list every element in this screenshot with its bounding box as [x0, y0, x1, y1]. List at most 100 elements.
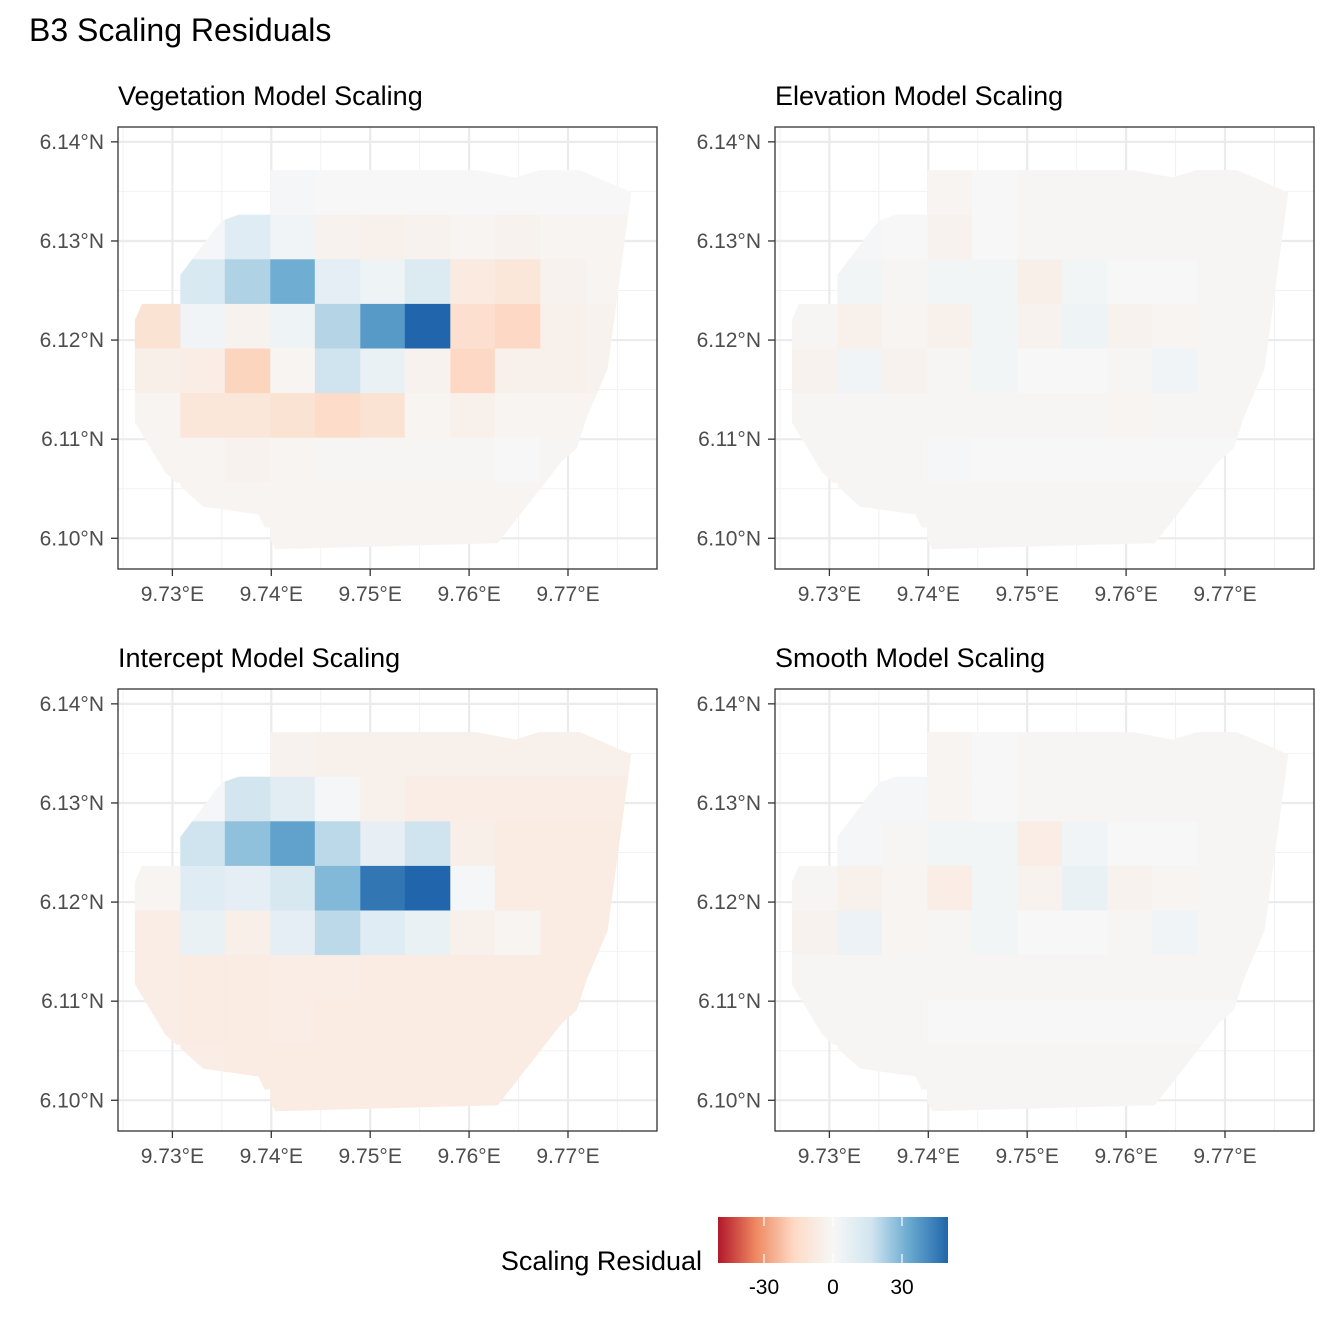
heatmap-cell — [971, 170, 1018, 216]
heatmap-cell — [134, 955, 181, 1001]
heatmap-cell — [314, 303, 361, 350]
heatmap-cell — [1107, 393, 1154, 439]
heatmap-cell — [224, 437, 271, 483]
heatmap-cell — [971, 821, 1018, 867]
heatmap-cell — [360, 955, 407, 1001]
heatmap-cell — [881, 348, 928, 394]
heatmap-cell — [494, 348, 541, 394]
heatmap-cell — [494, 955, 541, 1001]
heatmap-cell — [314, 999, 361, 1045]
y-tick-label: 6.10°N — [40, 1089, 104, 1112]
heatmap-cell — [1061, 526, 1108, 550]
heatmap-cell — [1107, 437, 1154, 483]
heatmap-cell — [927, 170, 974, 216]
heatmap-cell — [1017, 214, 1064, 260]
heatmap-cell — [494, 732, 541, 778]
heatmap-cell — [404, 821, 451, 867]
heatmap-cell — [450, 303, 497, 350]
heatmap-cell — [134, 910, 181, 956]
heatmap-cell — [540, 393, 587, 439]
heatmap-cell — [881, 999, 928, 1045]
heatmap-cell — [450, 393, 497, 439]
heatmap-cell — [314, 1044, 361, 1090]
heatmap-cell — [404, 1044, 451, 1090]
heatmap-cell — [270, 1044, 317, 1090]
heatmap-cell — [971, 999, 1018, 1045]
heatmap-cell — [1151, 821, 1198, 867]
legend: Scaling Residual -30 0 30 — [501, 1217, 948, 1299]
heatmap-cell — [1061, 1088, 1108, 1112]
heatmap-cell — [494, 437, 541, 483]
heatmap-cell — [1107, 999, 1154, 1045]
x-tick-label: 9.76°E — [437, 583, 500, 606]
y-tick-label: 6.13°N — [40, 230, 104, 253]
heatmap-cell — [404, 732, 451, 778]
heatmap-cell — [1061, 732, 1108, 778]
heatmap-cells — [791, 170, 1289, 550]
legend-tick-label: -30 — [749, 1276, 779, 1299]
heatmap-cell — [224, 910, 271, 956]
heatmap-cell — [1017, 865, 1064, 912]
heatmap-cell — [1017, 1088, 1064, 1112]
heatmap-cell — [360, 776, 407, 822]
y-tick-label: 6.11°N — [698, 990, 761, 1013]
heatmap-cell — [450, 1044, 497, 1090]
heatmap-cell — [1061, 999, 1108, 1045]
panel-border — [774, 688, 1315, 1132]
heatmap-cell — [270, 393, 317, 439]
heatmap-cell — [180, 303, 227, 350]
heatmap-cell — [927, 482, 974, 528]
heatmap-cell — [1107, 955, 1154, 1001]
heatmap-cell — [1061, 437, 1108, 483]
heatmap-cell — [791, 348, 838, 394]
heatmap-cell — [540, 776, 587, 822]
panel-2: Elevation Model Scaling 9.73°E 9.74°E 9.75°… — [697, 81, 1315, 606]
heatmap-cell — [1107, 303, 1154, 350]
heatmap-cell — [881, 259, 928, 305]
heatmap-cell — [404, 999, 451, 1045]
heatmap-cell — [971, 214, 1018, 260]
heatmap-cell — [927, 865, 974, 912]
heatmap-cell — [971, 393, 1018, 439]
heatmap-cell — [1017, 393, 1064, 439]
heatmap-cell — [1151, 348, 1198, 394]
heatmap-cell — [971, 526, 1018, 550]
heatmap-cell — [404, 910, 451, 956]
x-tick-label: 9.77°E — [1193, 583, 1256, 606]
heatmap-cell — [1107, 482, 1154, 528]
panel-1: Vegetation Model Scaling 9.73°E 9.74°E 9.75… — [40, 81, 658, 606]
figure-title: B3 Scaling Residuals — [29, 12, 331, 48]
y-tick-label: 6.10°N — [697, 527, 761, 550]
heatmap-cell — [927, 393, 974, 439]
heatmap-cell — [1061, 214, 1108, 260]
heatmap-cell — [1017, 303, 1064, 350]
heatmap-cell — [1017, 955, 1064, 1001]
heatmap-cell — [224, 214, 271, 260]
heatmap-cell — [1197, 821, 1244, 867]
x-tick-label: 9.76°E — [1094, 583, 1157, 606]
heatmap-cell — [1197, 910, 1244, 956]
x-tick-label: 9.73°E — [798, 583, 861, 606]
heatmap-cell — [927, 1088, 974, 1112]
heatmap-cell — [1107, 821, 1154, 867]
legend-title: Scaling Residual — [501, 1246, 702, 1276]
heatmap-cell — [360, 1088, 407, 1112]
heatmap-cell — [837, 955, 884, 1001]
legend-tick-label: 0 — [827, 1276, 839, 1299]
heatmap-cell — [314, 821, 361, 867]
heatmap-cell — [1017, 910, 1064, 956]
heatmap-cell — [270, 999, 317, 1045]
heatmap-cell — [360, 821, 407, 867]
heatmap-cell — [404, 259, 451, 305]
heatmap-cell — [360, 482, 407, 528]
heatmap-cell — [927, 732, 974, 778]
x-tick-label: 9.73°E — [141, 1145, 204, 1168]
heatmap-cell — [450, 955, 497, 1001]
heatmap-cell — [1107, 170, 1154, 216]
heatmap-cell — [180, 955, 227, 1001]
heatmap-cell — [1107, 910, 1154, 956]
heatmap-cell — [494, 776, 541, 822]
heatmap-cell — [791, 393, 838, 439]
heatmap-cell — [1197, 955, 1244, 1001]
heatmap-cell — [1107, 776, 1154, 822]
